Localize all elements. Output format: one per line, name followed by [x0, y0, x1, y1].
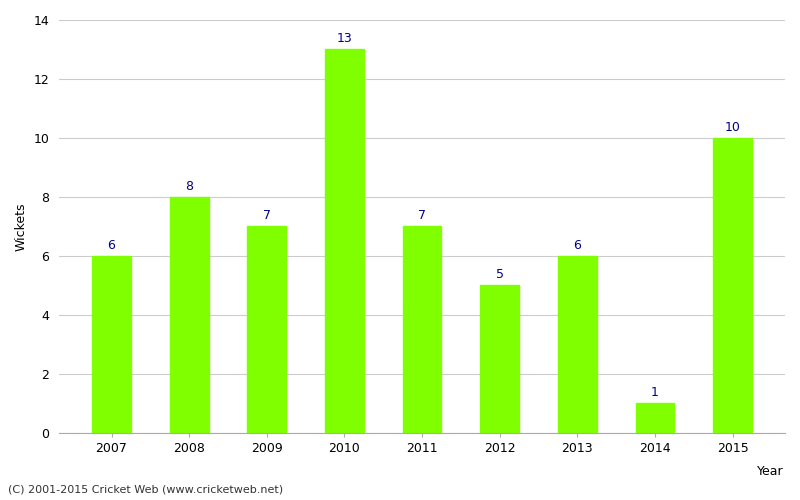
Bar: [247, 226, 286, 433]
Text: 1: 1: [651, 386, 659, 399]
Text: 10: 10: [725, 120, 741, 134]
Text: 8: 8: [185, 180, 193, 192]
Text: 7: 7: [418, 209, 426, 222]
Bar: [325, 50, 364, 433]
Text: 13: 13: [337, 32, 352, 45]
Bar: [558, 256, 597, 433]
Bar: [92, 256, 131, 433]
Text: 6: 6: [574, 238, 582, 252]
Bar: [480, 286, 519, 433]
Text: 5: 5: [496, 268, 504, 281]
Bar: [635, 404, 674, 433]
Text: Year: Year: [758, 465, 784, 478]
Bar: [713, 138, 752, 433]
Text: 6: 6: [108, 238, 115, 252]
Bar: [402, 226, 442, 433]
Bar: [170, 197, 209, 433]
Y-axis label: Wickets: Wickets: [15, 202, 28, 250]
Text: (C) 2001-2015 Cricket Web (www.cricketweb.net): (C) 2001-2015 Cricket Web (www.cricketwe…: [8, 485, 283, 495]
Text: 7: 7: [263, 209, 271, 222]
